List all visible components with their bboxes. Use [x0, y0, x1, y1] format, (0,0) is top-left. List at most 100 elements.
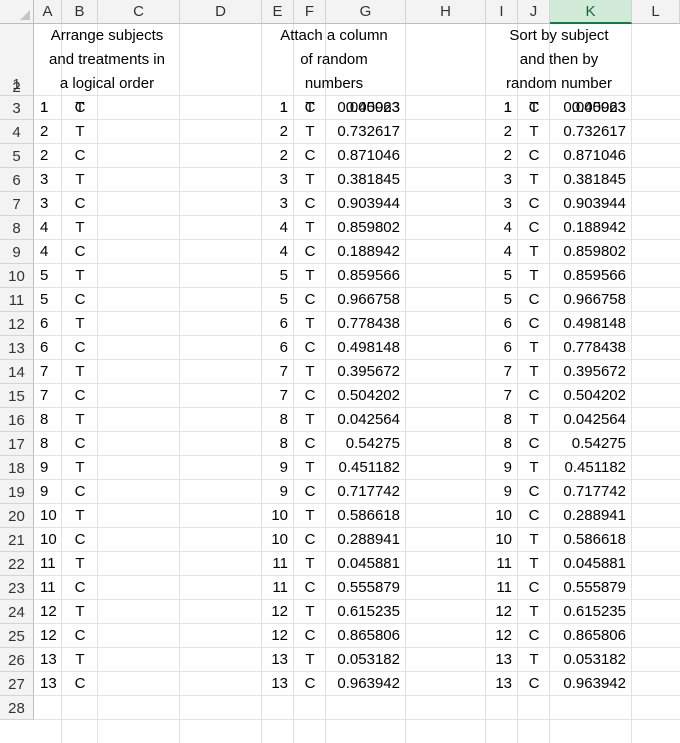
cell-random-number[interactable]: 0.865806 — [337, 627, 400, 644]
cell-subject[interactable]: 7 — [503, 363, 512, 380]
row-header-13[interactable]: 13 — [0, 336, 34, 360]
cell-random-number[interactable]: 0.05923 — [571, 99, 626, 116]
cell-treatment[interactable]: T — [529, 555, 539, 572]
row-header-9[interactable]: 9 — [0, 240, 34, 264]
cell-subject[interactable]: 9 — [40, 459, 49, 476]
cell-treatment[interactable]: C — [74, 99, 86, 116]
cell-subject[interactable]: 8 — [279, 411, 288, 428]
cell-random-number[interactable]: 0.053182 — [563, 651, 626, 668]
cell-treatment[interactable]: C — [528, 315, 540, 332]
cell-subject[interactable]: 3 — [40, 171, 49, 188]
cell-random-number[interactable]: 0.040063 — [563, 99, 626, 116]
column-header-a[interactable]: A — [34, 0, 62, 24]
cell-random-number[interactable]: 0.859802 — [563, 243, 626, 260]
cell-subject[interactable]: 6 — [40, 315, 49, 332]
cell-treatment[interactable]: C — [304, 243, 316, 260]
cell-subject[interactable]: 6 — [40, 339, 49, 356]
cell-subject[interactable]: 13 — [271, 675, 288, 692]
cell-random-number[interactable]: 0.963942 — [563, 675, 626, 692]
cell-subject[interactable]: 10 — [271, 507, 288, 524]
row-header-12[interactable]: 12 — [0, 312, 34, 336]
cell-subject[interactable]: 5 — [40, 267, 49, 284]
cell-treatment[interactable]: C — [528, 147, 540, 164]
cell-treatment[interactable]: T — [75, 459, 85, 476]
cell-random-number[interactable]: 0.395672 — [563, 363, 626, 380]
cell-subject[interactable]: 9 — [279, 483, 288, 500]
cell-subject[interactable]: 10 — [271, 531, 288, 548]
row-header-14[interactable]: 14 — [0, 360, 34, 384]
cell-treatment[interactable]: C — [304, 291, 316, 308]
row-header-28[interactable]: 28 — [0, 696, 34, 720]
cell-subject[interactable]: 3 — [279, 171, 288, 188]
cell-random-number[interactable]: 0.586618 — [563, 531, 626, 548]
row-header-27[interactable]: 27 — [0, 672, 34, 696]
cell-subject[interactable]: 4 — [503, 219, 512, 236]
cell-subject[interactable]: 2 — [279, 147, 288, 164]
cell-subject[interactable]: 10 — [40, 507, 57, 524]
cell-treatment[interactable]: C — [304, 99, 316, 116]
cell-random-number[interactable]: 0.288941 — [563, 507, 626, 524]
cell-treatment[interactable]: T — [305, 555, 315, 572]
cell-treatment[interactable]: C — [528, 387, 540, 404]
row-header-19[interactable]: 19 — [0, 480, 34, 504]
cell-subject[interactable]: 6 — [503, 315, 512, 332]
cell-random-number[interactable]: 0.040063 — [337, 99, 400, 116]
cell-subject[interactable]: 12 — [495, 627, 512, 644]
column-header-d[interactable]: D — [180, 0, 262, 24]
cell-subject[interactable]: 8 — [40, 411, 49, 428]
cell-treatment[interactable]: T — [305, 459, 315, 476]
cell-treatment[interactable]: C — [528, 483, 540, 500]
cell-random-number[interactable]: 0.859566 — [563, 267, 626, 284]
cell-subject[interactable]: 2 — [40, 123, 49, 140]
cell-random-number[interactable]: 0.288941 — [337, 531, 400, 548]
cell-subject[interactable]: 12 — [40, 603, 57, 620]
cell-treatment[interactable]: T — [75, 171, 85, 188]
cell-subject[interactable]: 7 — [503, 387, 512, 404]
column-header-j[interactable]: J — [518, 0, 550, 24]
cell-subject[interactable]: 11 — [40, 555, 56, 572]
cell-random-number[interactable]: 0.498148 — [563, 315, 626, 332]
cell-random-number[interactable]: 0.381845 — [337, 171, 400, 188]
cell-treatment[interactable]: T — [305, 603, 315, 620]
cell-subject[interactable]: 7 — [40, 363, 49, 380]
cell-treatment[interactable]: C — [304, 483, 316, 500]
cell-random-number[interactable]: 0.053182 — [337, 651, 400, 668]
cell-treatment[interactable]: T — [75, 507, 85, 524]
cell-treatment[interactable]: C — [74, 291, 86, 308]
cell-subject[interactable]: 11 — [272, 579, 288, 596]
cell-treatment[interactable]: C — [304, 387, 316, 404]
cell-treatment[interactable]: T — [75, 219, 85, 236]
cell-random-number[interactable]: 0.045881 — [337, 555, 400, 572]
column-header-h[interactable]: H — [406, 0, 486, 24]
cell-random-number[interactable]: 0.778438 — [337, 315, 400, 332]
cell-subject[interactable]: 10 — [40, 531, 57, 548]
cell-treatment[interactable]: C — [74, 339, 86, 356]
cell-treatment[interactable]: C — [74, 387, 86, 404]
cell-random-number[interactable]: 0.042564 — [337, 411, 400, 428]
cell-treatment[interactable]: T — [75, 123, 85, 140]
cell-subject[interactable]: 4 — [279, 243, 288, 260]
cell-random-number[interactable]: 0.963942 — [337, 675, 400, 692]
cell-random-number[interactable]: 0.717742 — [337, 483, 400, 500]
cell-treatment[interactable]: C — [304, 579, 316, 596]
cell-random-number[interactable]: 0.504202 — [563, 387, 626, 404]
cell-treatment[interactable]: T — [529, 603, 539, 620]
cell-treatment[interactable]: C — [304, 627, 316, 644]
cell-treatment[interactable]: T — [75, 411, 85, 428]
cell-treatment[interactable]: T — [75, 267, 85, 284]
column-header-i[interactable]: I — [486, 0, 518, 24]
cell-treatment[interactable]: C — [74, 627, 86, 644]
cell-treatment[interactable]: T — [529, 651, 539, 668]
column-header-e[interactable]: E — [262, 0, 294, 24]
column-header-b[interactable]: B — [62, 0, 98, 24]
cell-random-number[interactable]: 0.395672 — [337, 363, 400, 380]
cell-subject[interactable]: 5 — [40, 291, 49, 308]
cell-subject[interactable]: 10 — [495, 507, 512, 524]
cell-subject[interactable]: 7 — [279, 363, 288, 380]
cell-subject[interactable]: 3 — [40, 195, 49, 212]
cell-subject[interactable]: 13 — [495, 651, 512, 668]
cell-treatment[interactable]: T — [305, 123, 315, 140]
cell-treatment[interactable]: C — [74, 675, 86, 692]
header-sort[interactable]: Sort by subject and then by random numbe… — [486, 24, 632, 96]
